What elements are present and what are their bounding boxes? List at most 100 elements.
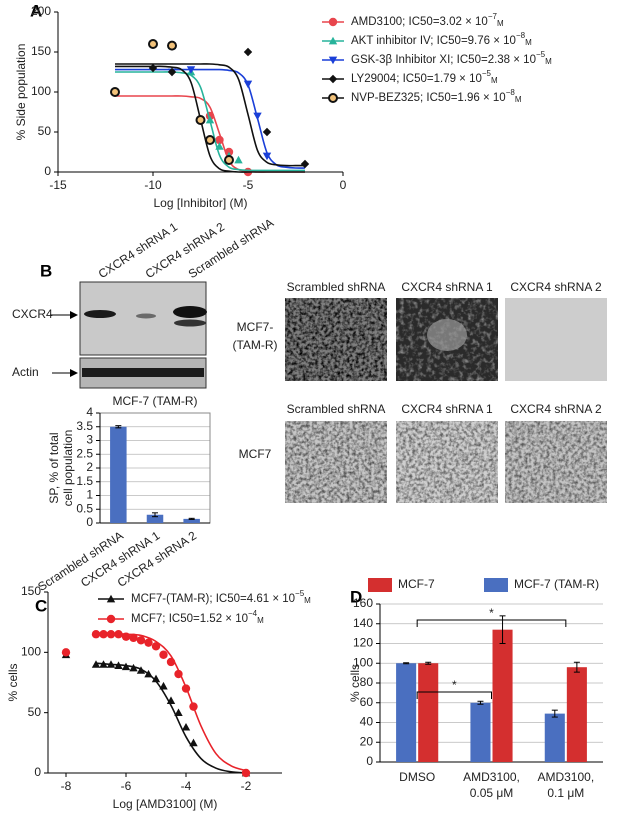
panel-label: A [30, 1, 42, 20]
x-tick-label-line: AMD3100, [537, 770, 594, 784]
data-point [186, 66, 196, 74]
y-tick-label: 2 [86, 460, 93, 474]
data-point [106, 630, 116, 639]
micrograph-texture [285, 298, 387, 381]
legend-marker [328, 36, 338, 45]
x-axis-label: Log [Inhibitor] (M) [153, 196, 247, 210]
legend-unit: M [497, 19, 504, 28]
data-point [205, 115, 215, 124]
chart-title: MCF-7 (TAM-R) [112, 394, 197, 408]
fit-curve [114, 63, 305, 167]
data-point [136, 666, 146, 674]
y-tick-label: 100 [353, 655, 373, 669]
micrograph-column-label: CXCR4 shRNA 2 [510, 402, 602, 416]
y-tick-label: 0.5 [76, 501, 93, 515]
legend-marker [328, 74, 338, 84]
legend-entry: AMD3100; IC50=3.02 × 10−7M [351, 12, 504, 28]
x-tick-label-line: DMSO [399, 770, 435, 784]
data-point [114, 630, 123, 639]
x-tick-label-line: AMD3100, [463, 770, 520, 784]
data-point [262, 127, 272, 137]
legend-exponent: −8 [506, 88, 516, 97]
legend-entry: MCF7; IC50=1.52 × 10−4M [131, 609, 264, 625]
legend-exponent: −4 [248, 609, 258, 618]
y-tick-label: 50 [38, 124, 52, 138]
y-tick-label: 150 [21, 584, 41, 598]
legend-entry: NVP-BEZ325; IC50=1.96 × 10−8M [351, 88, 522, 104]
x-tick-label: 0 [340, 178, 347, 192]
x-tick-label: AMD3100, 0.05 μM [463, 770, 520, 800]
data-point [224, 155, 234, 165]
legend-unit: M [525, 38, 532, 47]
legend-name: AMD3100; IC50=3.02 × 10 [351, 16, 488, 28]
x-axis-label: Log [AMD3100] (M) [113, 797, 218, 811]
micrograph-column-label: CXCR4 shRNA 1 [401, 402, 493, 416]
legend-entry: LY29004; IC50=1.79 × 10−5M [351, 69, 498, 85]
y-tick-label: 0 [44, 164, 51, 178]
blot-row-label: Actin [12, 365, 39, 379]
data-point [144, 669, 153, 678]
legend-unit: M [491, 76, 498, 85]
x-tick-label-line: 0.1 μM [547, 786, 584, 800]
legend-unit: M [304, 596, 311, 605]
data-point [189, 702, 198, 711]
legend-swatch [484, 578, 508, 592]
data-point [159, 650, 168, 659]
y-tick-label: 100 [21, 645, 41, 659]
data-point [121, 662, 131, 671]
y-tick-label: 1.5 [76, 474, 93, 488]
data-point [243, 47, 253, 57]
fit-curve [95, 662, 247, 774]
legend-name: LY29004; IC50=1.79 × 10 [351, 73, 482, 85]
y-tick-label: 140 [353, 616, 373, 630]
fit-curve [114, 95, 305, 173]
band [173, 306, 207, 318]
bar [566, 667, 587, 762]
data-point [151, 642, 161, 651]
legend-name: MCF7-(TAM-R); IC50=4.61 × 10 [131, 593, 295, 605]
legend-exponent: −7 [488, 12, 498, 21]
data-point [148, 39, 158, 49]
y-tick-label: 120 [353, 636, 373, 650]
legend-entry: AKT inhibitor IV; IC50=9.76 × 10−8M [351, 31, 532, 47]
data-point [300, 159, 310, 169]
x-tick-label: DMSO [399, 770, 435, 784]
micrograph-row-label: MCF7 [239, 447, 272, 461]
micrograph-column-label: Scrambled shRNA [287, 280, 386, 294]
y-tick-label: 20 [360, 734, 374, 748]
data-point [129, 633, 138, 643]
western-blot [50, 281, 207, 389]
legend-marker [328, 93, 338, 103]
data-point [106, 660, 116, 668]
y-tick-label: 80 [360, 675, 374, 689]
data-point [167, 40, 177, 51]
data-point [91, 630, 101, 639]
data-point [99, 660, 108, 668]
micrograph [505, 298, 607, 381]
data-point [195, 115, 206, 125]
y-tick-label: 150 [31, 44, 51, 58]
data-point [159, 681, 168, 690]
legend-exponent: −5 [295, 589, 305, 598]
data-point [121, 632, 131, 641]
micrograph-column-label: CXCR4 shRNA 1 [401, 280, 493, 294]
x-tick-label: -15 [49, 178, 67, 192]
significance-bracket [416, 691, 492, 699]
legend-marker [106, 614, 116, 624]
legend-name: AKT inhibitor IV; IC50=9.76 × 10 [351, 35, 516, 47]
x-tick-label: -2 [241, 779, 252, 793]
blot-cxcr4 [79, 281, 207, 356]
legend-exponent: −5 [536, 50, 546, 59]
legend-entry: MCF-7 [398, 577, 435, 591]
y-axis-label: SP, % of total [47, 432, 61, 503]
x-tick-label: -10 [144, 178, 162, 192]
bar [418, 663, 439, 762]
data-point [151, 674, 161, 683]
data-point [144, 638, 153, 647]
significance-bracket [416, 619, 567, 627]
y-tick-label: 3.5 [76, 419, 93, 433]
data-point [166, 696, 176, 704]
bar [492, 629, 513, 762]
fit-curve [115, 65, 305, 173]
